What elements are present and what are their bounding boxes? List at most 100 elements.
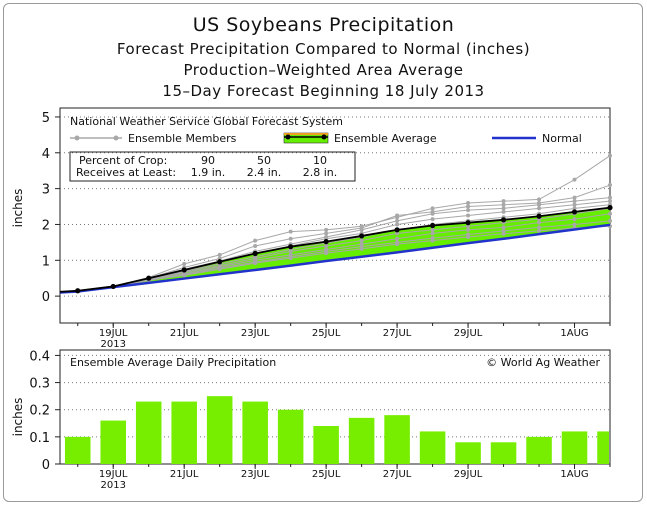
ensemble-member-point	[572, 202, 577, 207]
ensemble-member-point	[608, 211, 612, 216]
table-amount-2: 2.4 in.	[247, 166, 282, 179]
daily-precip-bar	[384, 415, 410, 464]
top-xtick-sublabel: 2013	[100, 339, 125, 350]
top-ytick-label: 5	[42, 111, 50, 126]
bottom-chart-title: Ensemble Average Daily Precipitation	[70, 356, 276, 369]
ensemble-member-point	[430, 231, 435, 236]
ensemble-member-point	[537, 228, 542, 233]
daily-precip-bar	[455, 442, 481, 464]
ensemble-member-point	[501, 206, 506, 211]
ensemble-member-point	[182, 273, 187, 278]
ensemble-member-point	[466, 200, 471, 205]
daily-precip-bar	[597, 431, 609, 464]
ensemble-average-point	[110, 283, 116, 290]
ensemble-member-point	[359, 238, 364, 243]
ensemble-member-point	[395, 236, 400, 241]
percent-table-box	[69, 151, 356, 182]
ensemble-member-point	[501, 209, 506, 214]
daily-precip-bar	[348, 417, 375, 464]
daily-precip-bar	[135, 401, 162, 464]
ensemble-member-point	[395, 218, 400, 223]
legend-normal-label: Normal	[542, 132, 582, 145]
ensemble-member-point	[501, 202, 506, 207]
ensemble-member-point	[217, 252, 222, 257]
table-row2-label: Receives at Least:	[76, 166, 176, 179]
ensemble-average-point	[465, 220, 471, 226]
top-ytick-label: 2	[42, 218, 50, 233]
normal-line	[59, 223, 611, 294]
ensemble-member-point	[395, 213, 400, 218]
ensemble-member-point	[430, 217, 435, 222]
ensemble-member-point	[395, 222, 400, 227]
ensemble-average-point	[607, 205, 613, 211]
ensemble-average-point	[146, 275, 152, 281]
ensemble-member-point	[359, 246, 364, 251]
chart-title: US Soybeans Precipitation	[192, 14, 455, 36]
daily-precip-bar	[64, 436, 91, 464]
credit-label: © World Ag Weather	[486, 356, 600, 369]
ensemble-member-point	[253, 238, 258, 243]
bottom-ytick-label: 0.4	[29, 349, 50, 364]
legend-average-dot	[285, 134, 291, 140]
bottom-xtick-sublabel: 2013	[100, 480, 125, 491]
ensemble-member-point	[253, 261, 258, 266]
top-ytick-label: 0	[42, 290, 50, 305]
ensemble-member-point	[430, 206, 435, 211]
ensemble-member-point	[466, 235, 471, 239]
legend-average-dot	[321, 134, 327, 140]
ensemble-average-point	[323, 239, 329, 245]
ensemble-average-point	[181, 267, 187, 273]
ensemble-member-point	[572, 222, 577, 227]
ensemble-member-point	[501, 199, 506, 204]
ensemble-member-point	[324, 231, 329, 236]
legend-members-label: Ensemble Members	[128, 132, 237, 145]
ensemble-member-point	[608, 153, 612, 158]
ensemble-member-point	[537, 202, 542, 207]
table-amount-3: 2.8 in.	[303, 166, 338, 179]
bottom-xtick-label: 21JUL	[170, 469, 199, 480]
ensemble-member-point	[537, 206, 542, 211]
table-percent-2: 50	[257, 154, 271, 167]
ensemble-member-point	[537, 220, 542, 225]
ensemble-member-point	[572, 199, 577, 204]
ensemble-member-point	[466, 204, 471, 209]
ensemble-member-point	[430, 238, 435, 243]
ensemble-member-point	[288, 256, 293, 261]
ensemble-member-point	[537, 225, 542, 230]
top-xtick-label: 21JUL	[170, 328, 199, 339]
daily-precip-bar	[490, 442, 517, 464]
top-ylabel: inches	[11, 189, 25, 228]
table-percent-3: 10	[313, 154, 327, 167]
top-ytick-label: 4	[42, 147, 50, 162]
bottom-xtick-label: 19JUL	[99, 469, 128, 480]
daily-precip-bar	[561, 431, 588, 464]
daily-precip-bar	[526, 436, 552, 464]
ensemble-member-point	[608, 195, 612, 200]
ensemble-member-point	[466, 227, 471, 232]
subtitle-line-1: Forecast Precipitation Compared to Norma…	[116, 40, 531, 58]
ensemble-member-point	[288, 249, 293, 254]
bottom-xtick-label: 23JUL	[241, 469, 270, 480]
ensemble-average-point	[429, 222, 436, 229]
ensemble-member-point	[288, 236, 293, 241]
bottom-ytick-label: 0	[42, 458, 50, 473]
daily-precip-bar	[171, 401, 197, 464]
ensemble-average-point	[536, 213, 542, 219]
table-percent-1: 90	[201, 154, 215, 167]
ensemble-member-point	[430, 227, 435, 232]
ensemble-member-point	[572, 177, 577, 182]
daily-precip-bar	[419, 431, 446, 464]
top-xtick-label: 25JUL	[312, 328, 341, 339]
bottom-xtick-label: 1AUG	[560, 469, 588, 480]
ensemble-member-point	[572, 195, 577, 200]
ensemble-average-point	[359, 233, 365, 239]
source-label: National Weather Service Global Forecast…	[70, 115, 343, 128]
ensemble-member-point	[288, 229, 293, 234]
ensemble-member-point	[217, 267, 222, 272]
top-ytick-label: 1	[42, 254, 50, 269]
ensemble-member-point	[572, 217, 577, 222]
ensemble-member-point	[501, 231, 506, 236]
ensemble-member-point	[537, 197, 542, 202]
ensemble-member-point	[608, 199, 612, 204]
